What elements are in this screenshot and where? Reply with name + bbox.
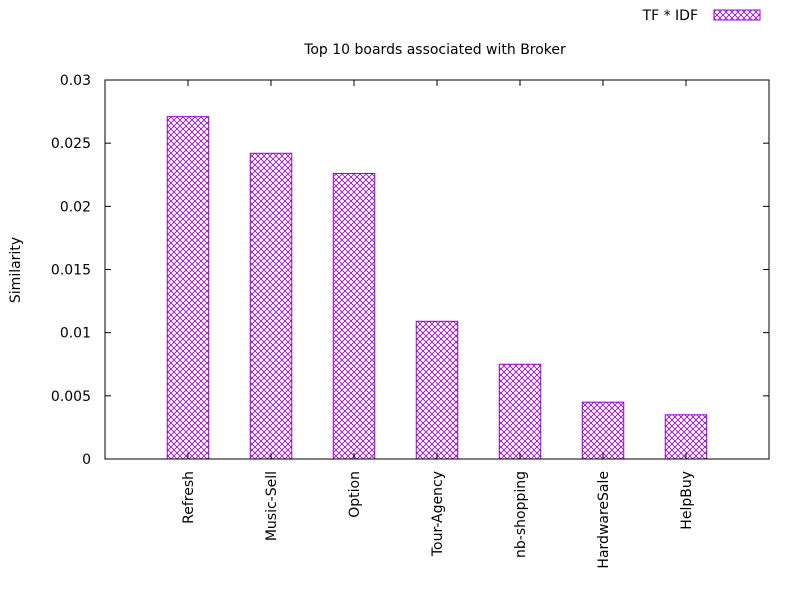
x-tick-label: nb-shopping xyxy=(513,471,529,558)
x-tick-label: Option xyxy=(347,471,363,518)
y-tick-label: 0.005 xyxy=(51,389,91,405)
legend-label: TF * IDF xyxy=(642,8,698,24)
y-tick-label: 0.03 xyxy=(60,73,91,89)
y-axis-label: Similarity xyxy=(8,237,24,303)
legend: TF * IDF xyxy=(642,8,761,24)
bar xyxy=(166,116,210,460)
x-tick-label: Refresh xyxy=(181,471,197,524)
x-tick-label: HelpBuy xyxy=(679,471,695,530)
chart-title: Top 10 boards associated with Broker xyxy=(303,42,566,58)
bars xyxy=(166,116,708,460)
y-tick-label: 0.02 xyxy=(60,199,91,215)
bar xyxy=(498,363,542,460)
plot-frame xyxy=(104,79,770,460)
x-tick-label: Music-Sell xyxy=(264,471,280,541)
y-tick-label: 0.015 xyxy=(51,263,91,279)
bar xyxy=(249,152,293,460)
bar xyxy=(581,401,625,460)
x-tick-label: Tour-Agency xyxy=(430,471,446,557)
bar xyxy=(415,320,459,460)
bar xyxy=(664,414,708,460)
y-axis: 0 0.005 0.01 0.015 0.02 0.025 0.03 xyxy=(51,73,769,468)
y-tick-label: 0 xyxy=(82,452,91,468)
bar xyxy=(332,172,376,460)
x-axis: Refresh Music-Sell Option Tour-Agency nb-sho… xyxy=(181,80,695,569)
y-tick-label: 0.01 xyxy=(60,326,91,342)
x-tick-label: HardwareSale xyxy=(596,471,612,569)
legend-swatch xyxy=(713,9,761,21)
y-tick-label: 0.025 xyxy=(51,136,91,152)
